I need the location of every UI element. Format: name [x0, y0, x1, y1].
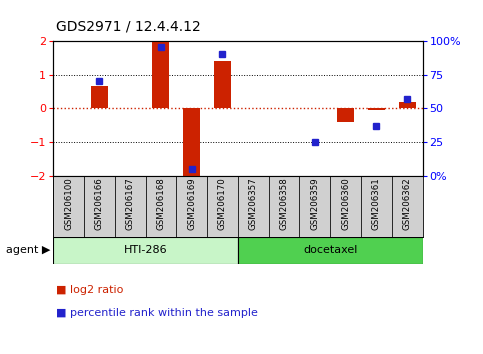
- Text: GSM206169: GSM206169: [187, 178, 196, 230]
- Bar: [238, 237, 423, 264]
- Bar: [145, 176, 176, 237]
- Text: GSM206358: GSM206358: [280, 178, 288, 230]
- Bar: [183, 108, 200, 178]
- Bar: [176, 176, 207, 237]
- Bar: [214, 61, 231, 108]
- Bar: [53, 176, 84, 237]
- Text: agent ▶: agent ▶: [6, 245, 50, 255]
- Text: GSM206357: GSM206357: [249, 178, 258, 230]
- Text: HTI-286: HTI-286: [124, 245, 167, 255]
- Bar: [361, 176, 392, 237]
- Bar: [299, 176, 330, 237]
- Text: ■ percentile rank within the sample: ■ percentile rank within the sample: [56, 308, 257, 318]
- Bar: [53, 237, 238, 264]
- Text: GSM206359: GSM206359: [311, 178, 319, 230]
- Bar: [330, 176, 361, 237]
- Bar: [368, 108, 385, 110]
- Bar: [238, 176, 269, 237]
- Bar: [207, 176, 238, 237]
- Text: GSM206362: GSM206362: [403, 178, 412, 230]
- Bar: [115, 176, 145, 237]
- Bar: [84, 176, 115, 237]
- Text: GSM206167: GSM206167: [126, 178, 135, 230]
- Bar: [153, 41, 170, 108]
- Bar: [392, 176, 423, 237]
- Text: GSM206170: GSM206170: [218, 178, 227, 230]
- Text: ■ log2 ratio: ■ log2 ratio: [56, 285, 123, 295]
- Bar: [399, 102, 416, 108]
- Bar: [337, 108, 354, 122]
- Text: GSM206166: GSM206166: [95, 178, 104, 230]
- Text: GSM206100: GSM206100: [64, 178, 73, 230]
- Text: GSM206360: GSM206360: [341, 178, 350, 230]
- Bar: [91, 86, 108, 108]
- Text: GDS2971 / 12.4.4.12: GDS2971 / 12.4.4.12: [56, 19, 200, 34]
- Text: GSM206361: GSM206361: [372, 178, 381, 230]
- Text: docetaxel: docetaxel: [303, 245, 357, 255]
- Bar: [269, 176, 299, 237]
- Text: GSM206168: GSM206168: [156, 178, 165, 230]
